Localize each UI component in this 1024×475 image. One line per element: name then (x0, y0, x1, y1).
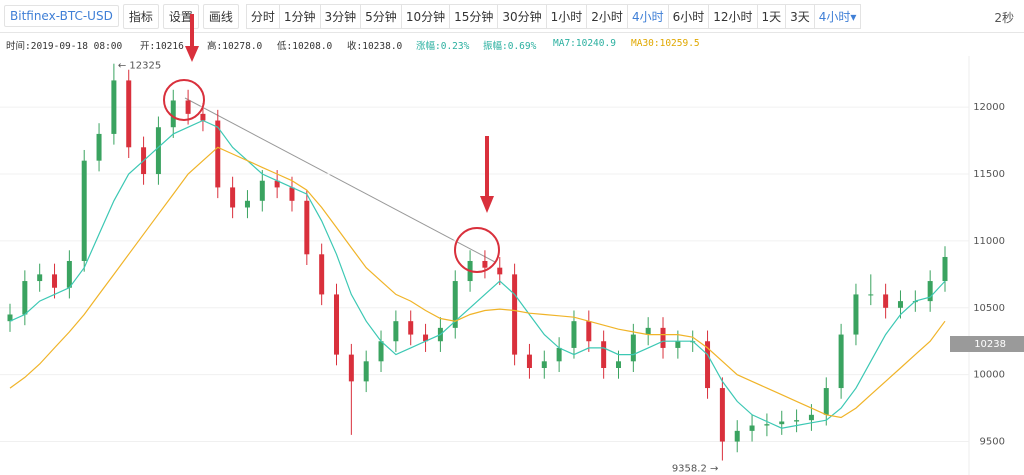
info-item: 涨幅:0.23% (416, 41, 470, 52)
candle-body (779, 421, 785, 425)
y-tick-label: 12000 (973, 102, 1005, 113)
candle-body (808, 414, 814, 421)
moving-average-line (9, 119, 946, 429)
info-item: MA30:10259.5 (631, 38, 700, 49)
candle-body (96, 133, 102, 161)
candle-body (244, 200, 250, 208)
candle-body (675, 341, 681, 348)
candle-body (942, 256, 948, 282)
candle-body (897, 301, 903, 308)
info-item: 低:10208.0 (277, 41, 333, 52)
info-item: 收:10238.0 (347, 41, 403, 52)
period-select[interactable]: 4小时▾ (813, 3, 862, 29)
candle-body (823, 388, 829, 415)
price-tag: 10238 (974, 339, 1006, 350)
high-annotation: ← 12325 (118, 61, 161, 72)
candle-body (868, 294, 874, 296)
candle-body (259, 180, 265, 201)
candle-body (126, 80, 132, 148)
candle-body (37, 274, 43, 282)
candle-body (334, 294, 340, 355)
info-item: 高:10278.0 (207, 41, 263, 52)
candle-body (378, 341, 384, 362)
info-item: 振幅:0.69% (483, 41, 537, 52)
info-bar: 时间:2019-09-18 08:00 开:10216 高:10278.0 低:102… (0, 38, 960, 54)
tool-button[interactable]: 指标 (122, 3, 159, 29)
candle-body (52, 274, 58, 288)
candle-body (927, 281, 933, 302)
y-tick-label: 10500 (973, 303, 1005, 314)
candle-body (215, 120, 221, 188)
moving-average-line (9, 146, 946, 419)
candle-body (170, 100, 176, 128)
candle-body (274, 180, 280, 188)
candle-body (660, 327, 666, 348)
info-item: 开:10216 (140, 41, 184, 52)
candle-body (794, 420, 800, 422)
y-tick-label: 11000 (973, 236, 1005, 247)
low-annotation: 9358.2 → (672, 464, 719, 475)
tool-button[interactable]: 画线 (202, 3, 239, 29)
candle-body (467, 260, 473, 282)
candle-body (601, 341, 607, 368)
candle-body (541, 361, 547, 368)
candle-body (482, 260, 488, 268)
candle-body (111, 80, 117, 134)
candle-body (304, 200, 310, 255)
candle-body (615, 361, 621, 368)
candle-body (764, 424, 770, 426)
candle-body (526, 354, 532, 368)
candle-body (393, 321, 399, 342)
info-item: MA7:10240.9 (553, 38, 616, 49)
candle-body (348, 354, 354, 382)
candle-body (734, 430, 740, 442)
candle-body (853, 294, 859, 335)
candle-body (185, 100, 191, 114)
candle-body (155, 127, 161, 175)
candle-body (586, 321, 592, 342)
price-tag-bg (950, 336, 1024, 352)
y-tick-label: 11500 (973, 169, 1005, 180)
candle-body (645, 327, 651, 335)
candle-body (289, 187, 295, 201)
refresh-interval: 2秒 (994, 11, 1014, 25)
candle-body (749, 425, 755, 431)
candle-body (452, 281, 458, 328)
candle-body (230, 187, 236, 208)
symbol-button[interactable]: Bitfinex-BTC-USD (4, 5, 119, 27)
candle-body (838, 334, 844, 389)
y-tick-label: 10000 (973, 370, 1005, 381)
y-tick-label: 9500 (980, 437, 1005, 448)
candle-body (408, 321, 414, 335)
candle-body (883, 294, 889, 308)
candle-body (22, 281, 28, 315)
candle-body (7, 314, 13, 322)
candle-body (81, 160, 87, 261)
candle-body (719, 388, 725, 442)
candle-body (630, 334, 636, 362)
candle-body (423, 334, 429, 342)
trend-line (184, 97, 496, 263)
candle-body (512, 274, 518, 355)
candle-body (319, 254, 325, 295)
candle-body (556, 347, 562, 362)
candle-body (571, 321, 577, 348)
candle-body (200, 113, 206, 121)
toolbar: Bitfinex-BTC-USD 指标 设置 画线 分时 1分钟 3分钟 5分钟 10分钟 15分… (0, 0, 1024, 33)
info-item: 时间:2019-09-18 08:00 (6, 41, 123, 52)
candle-body (497, 267, 503, 275)
candle-body (705, 341, 711, 389)
candle-body (66, 260, 72, 288)
candle-body (363, 361, 369, 382)
